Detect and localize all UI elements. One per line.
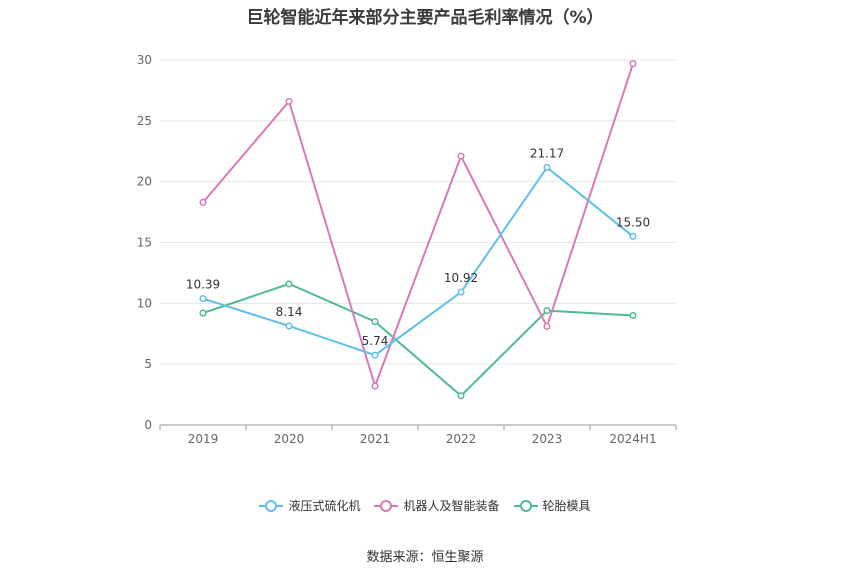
data-point — [543, 307, 551, 315]
data-point — [629, 232, 637, 240]
y-tick-label: 10 — [137, 296, 152, 310]
data-point — [371, 351, 379, 359]
data-point — [199, 309, 207, 317]
x-tick-label: 2021 — [360, 432, 391, 446]
y-tick-label: 5 — [144, 357, 152, 371]
series-line — [202, 63, 634, 390]
data-point — [457, 288, 465, 296]
x-tick-label: 2024H1 — [609, 432, 656, 446]
legend-item[interactable]: 轮胎模具 — [513, 497, 591, 514]
data-point — [543, 322, 551, 331]
chart-legend: 液压式硫化机 机器人及智能装备 轮胎模具 — [0, 497, 850, 514]
data-point — [285, 322, 293, 330]
data-point — [371, 382, 379, 390]
series-line — [202, 282, 634, 398]
data-label: 10.39 — [186, 278, 220, 292]
x-tick-label: 2020 — [274, 432, 305, 446]
y-tick-label: 15 — [137, 236, 152, 250]
legend-swatch-icon — [513, 499, 538, 512]
data-point — [285, 97, 293, 105]
legend-swatch-icon — [374, 499, 399, 512]
y-tick-label: 0 — [144, 418, 152, 432]
legend-label: 机器人及智能装备 — [403, 499, 500, 513]
data-point — [199, 198, 207, 206]
x-tick-label: 2019 — [188, 432, 219, 446]
data-point — [629, 60, 637, 68]
data-label: 15.50 — [616, 215, 650, 229]
legend-swatch-icon — [259, 499, 284, 512]
x-tick-label: 2022 — [446, 432, 477, 446]
chart-title: 巨轮智能近年来部分主要产品毛利率情况（%） — [246, 8, 604, 28]
data-label: 21.17 — [530, 146, 564, 160]
data-label: 10.92 — [444, 271, 478, 285]
legend-item[interactable]: 液压式硫化机 — [259, 497, 360, 514]
data-point — [199, 295, 207, 303]
legend-label: 轮胎模具 — [542, 499, 591, 513]
series-line — [202, 165, 634, 357]
data-point — [457, 392, 465, 400]
data-point — [371, 318, 379, 326]
data-label: 5.74 — [362, 334, 389, 348]
x-tick-label: 2023 — [532, 432, 563, 446]
data-point — [629, 311, 637, 320]
line-chart: 0 5 10 15 20 25 30 2019 2020 2021 2022 2023 2024H1 10… — [137, 53, 677, 446]
y-tick-label: 25 — [137, 114, 152, 128]
y-tick-label: 20 — [137, 175, 152, 189]
data-point — [285, 280, 293, 288]
y-tick-label: 30 — [137, 53, 152, 67]
data-source: 数据来源：恒生聚源 — [366, 550, 484, 565]
legend-item[interactable]: 机器人及智能装备 — [374, 497, 500, 514]
data-point — [543, 163, 551, 171]
data-point — [457, 152, 465, 160]
legend-label: 液压式硫化机 — [288, 499, 361, 513]
data-label: 8.14 — [276, 305, 303, 319]
